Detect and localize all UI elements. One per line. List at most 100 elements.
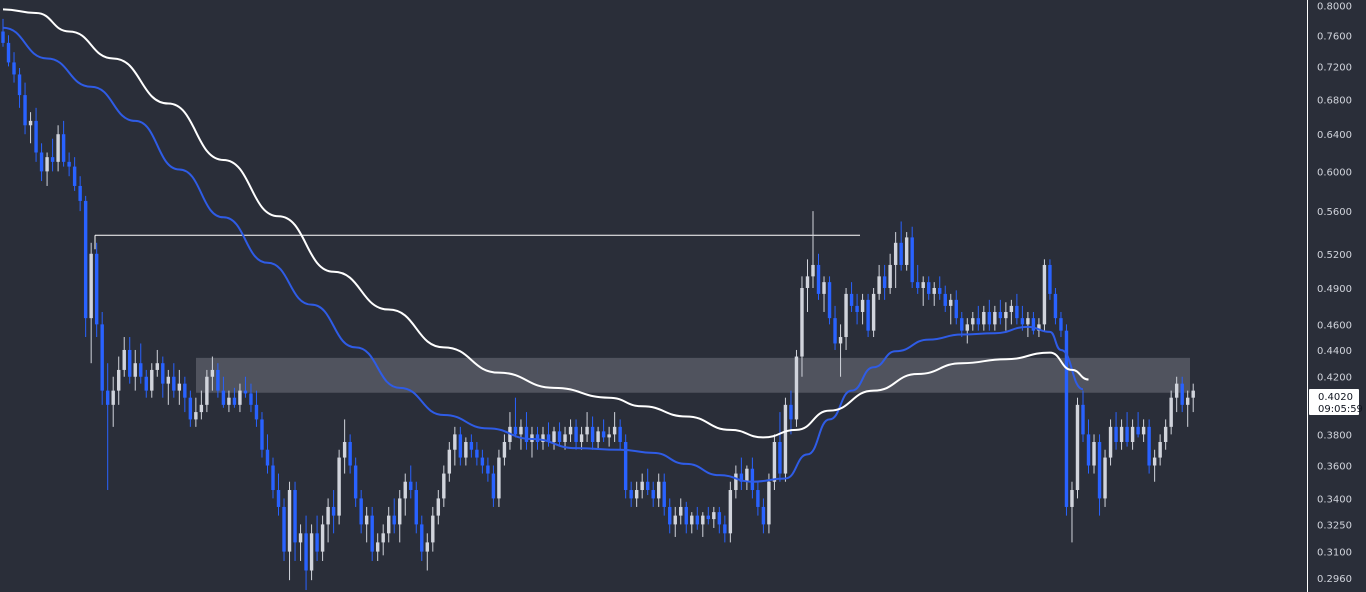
- candle-body: [276, 490, 281, 507]
- candle: [442, 465, 446, 507]
- candle-body: [1136, 426, 1140, 435]
- candle-body: [927, 282, 931, 294]
- candle: [1180, 376, 1184, 413]
- candle: [734, 465, 738, 499]
- candle: [965, 318, 969, 344]
- candle: [271, 457, 275, 499]
- candle: [568, 419, 573, 443]
- price-axis-tick: 0.7600: [1317, 31, 1352, 42]
- candle-body: [1042, 264, 1047, 325]
- candle-body: [1185, 397, 1190, 405]
- candle: [309, 524, 314, 581]
- candle-body: [1, 31, 5, 43]
- candle: [320, 515, 325, 561]
- candle-body: [210, 369, 215, 377]
- price-axis-tick: 0.5600: [1317, 207, 1352, 218]
- candle-body: [563, 434, 567, 443]
- candle-body: [1037, 324, 1041, 331]
- candle-body: [767, 481, 771, 525]
- candle-body: [1004, 311, 1008, 319]
- candle-body: [723, 524, 727, 534]
- candle: [1103, 449, 1107, 507]
- candle: [1037, 318, 1041, 338]
- candle: [475, 442, 479, 466]
- candle-body: [1141, 426, 1146, 435]
- candle-body: [105, 390, 110, 405]
- price-axis-tick: 0.4900: [1317, 284, 1352, 295]
- price-axis-tick: 0.4200: [1317, 373, 1352, 384]
- candle-body: [282, 506, 286, 552]
- candle-body: [1081, 404, 1085, 435]
- candle-body: [144, 376, 148, 391]
- candle: [105, 363, 110, 491]
- candle: [838, 324, 843, 377]
- candle-body: [943, 293, 947, 306]
- candle-body: [111, 390, 115, 405]
- candle: [150, 363, 154, 398]
- candle-body: [838, 337, 843, 344]
- candle-body: [871, 293, 876, 331]
- candle-body: [72, 166, 77, 186]
- candle: [375, 533, 380, 561]
- candle-body: [601, 431, 606, 438]
- candle: [651, 481, 655, 507]
- candle: [381, 524, 385, 556]
- candle-body: [392, 515, 396, 525]
- candle-body: [1191, 390, 1195, 398]
- candle: [221, 376, 226, 408]
- candle: [866, 293, 870, 338]
- candle: [23, 82, 27, 135]
- candle-body: [640, 481, 644, 491]
- candle: [1136, 412, 1140, 438]
- candle-body: [695, 515, 699, 525]
- candle-body: [607, 434, 611, 438]
- candle: [28, 112, 33, 144]
- candle: [844, 287, 848, 350]
- candle-body: [833, 318, 837, 344]
- candle-body: [414, 490, 418, 525]
- candle: [436, 490, 441, 525]
- candle-body: [987, 311, 992, 325]
- candle: [276, 473, 281, 516]
- candle-body: [860, 299, 865, 312]
- candle: [89, 242, 93, 364]
- candle: [12, 52, 16, 83]
- candle: [260, 412, 264, 458]
- candle-body: [982, 311, 986, 325]
- candle: [772, 434, 777, 491]
- candle: [563, 426, 567, 450]
- candle-body: [83, 200, 88, 319]
- last-price-box: [1309, 389, 1359, 415]
- candle-body: [232, 397, 237, 405]
- candle: [921, 276, 925, 306]
- candle-body: [888, 264, 892, 288]
- candle-body: [618, 426, 622, 443]
- candle-body: [1020, 318, 1025, 325]
- price-axis[interactable]: 0.8000 0.7600 0.7200 0.6800 0.6400 0.6000 0.56…: [1307, 0, 1353, 592]
- candle: [1031, 311, 1036, 335]
- candle-body: [23, 95, 27, 126]
- candle-body: [519, 426, 523, 435]
- candle: [133, 349, 137, 391]
- candle: [1108, 419, 1113, 466]
- candle: [585, 412, 589, 443]
- candle: [1053, 287, 1058, 325]
- candle-body: [166, 376, 171, 384]
- candle-body: [794, 356, 799, 420]
- candle: [855, 293, 859, 325]
- candle: [910, 226, 914, 288]
- candle: [227, 390, 231, 413]
- candle: [458, 426, 463, 466]
- candle: [486, 457, 490, 482]
- candle-body: [309, 533, 314, 571]
- price-axis-tick: 0.7200: [1317, 62, 1352, 73]
- candle: [387, 506, 391, 543]
- price-axis-tick: 0.6000: [1317, 167, 1352, 178]
- candle: [684, 501, 688, 534]
- candle: [1191, 383, 1195, 413]
- candle-body: [94, 253, 99, 325]
- candle: [39, 143, 44, 182]
- candle: [789, 390, 793, 435]
- candle: [893, 232, 898, 288]
